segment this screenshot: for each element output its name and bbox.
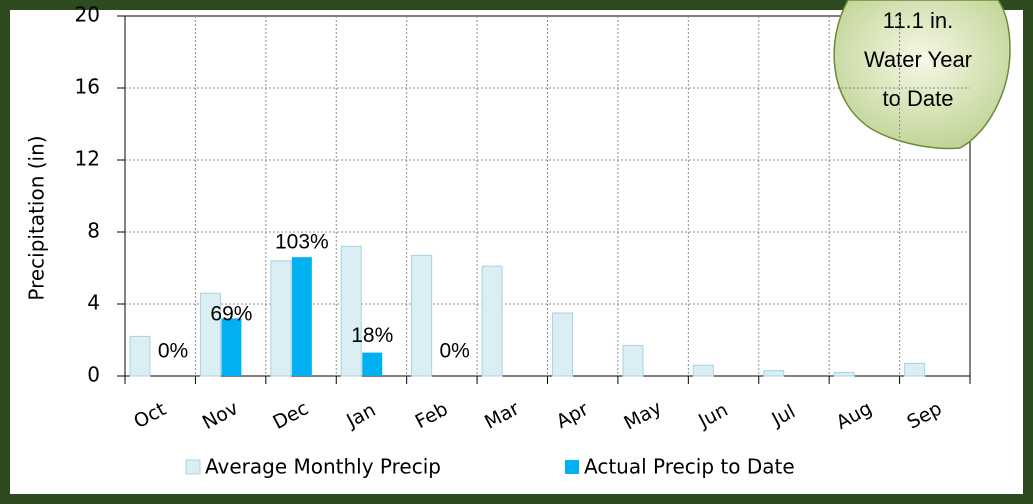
- bar: [622, 344, 644, 377]
- data-label: 0%: [439, 340, 469, 363]
- bar: [129, 335, 151, 377]
- bar: [199, 292, 221, 377]
- legend-swatch: [565, 460, 579, 474]
- y-tick-label: 12: [75, 147, 100, 171]
- bar: [552, 312, 573, 377]
- data-label: 103%: [275, 231, 329, 254]
- bar: [692, 364, 714, 377]
- legend-label: Average Monthly Precip: [205, 455, 441, 479]
- bar: [340, 245, 362, 377]
- data-label: 0%: [158, 340, 188, 363]
- bar: [291, 257, 312, 376]
- bar: [362, 352, 383, 376]
- bar: [411, 254, 433, 377]
- bar: [221, 318, 242, 376]
- legend-label: Actual Precip to Date: [584, 455, 795, 479]
- leaf-shape: [833, 0, 1011, 150]
- bar: [481, 265, 503, 377]
- y-tick-label: 0: [87, 363, 100, 387]
- bar: [833, 371, 855, 377]
- y-tick-label: 4: [87, 291, 100, 315]
- data-label: 69%: [210, 303, 252, 326]
- annotation-text: Water Year: [864, 47, 972, 72]
- legend-swatch: [185, 459, 201, 475]
- annotation-text: to Date: [883, 86, 954, 111]
- data-label: 18%: [351, 324, 393, 347]
- y-axis-label: Precipitation (in): [25, 135, 49, 300]
- annotation-text: 11.1 in.: [883, 8, 954, 33]
- bar: [904, 362, 926, 377]
- annotation-badge: 11.1 in. Water Year to Date: [833, 0, 1011, 150]
- y-tick-label: 20: [75, 3, 100, 27]
- bar: [270, 260, 292, 377]
- y-tick-label: 16: [75, 75, 100, 99]
- y-tick-label: 8: [87, 219, 100, 243]
- bar: [763, 370, 785, 377]
